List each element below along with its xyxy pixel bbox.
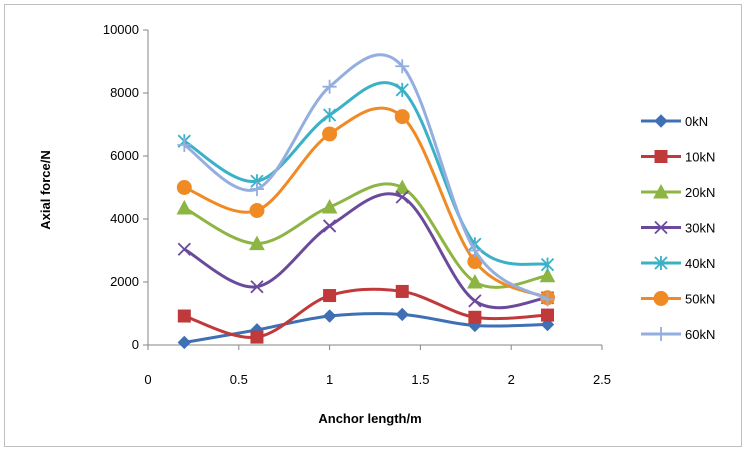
legend-item-30kn: 30kN [641, 221, 715, 236]
legend-marker [654, 150, 668, 163]
data-point-50kn [249, 202, 265, 218]
series-line-30kn [183, 192, 548, 310]
series-0kn [177, 307, 555, 350]
legend-item-40kn: 40kN [641, 256, 715, 271]
data-point-50kn [322, 126, 338, 142]
x-tick-label: 1.5 [411, 372, 429, 387]
legend-label: 0kN [685, 114, 708, 129]
legend-marker [654, 256, 668, 270]
legend-item-10kn: 10kN [641, 150, 715, 165]
legend-label: 30kN [685, 221, 715, 236]
series-line-0kn [184, 312, 548, 344]
axes: 0 2000 4000 6000 8000 10000 0 0.5 1 1.5 2 2.5 [103, 22, 611, 387]
data-point-60kn [395, 59, 410, 74]
data-point-20kn [539, 267, 556, 283]
y-tick-label: 4000 [110, 211, 139, 226]
data-point-0kn [395, 307, 409, 322]
data-point-10kn [468, 310, 482, 324]
data-point-10kn [250, 330, 264, 344]
y-tick-label: 8000 [110, 85, 139, 100]
data-point-60kn [249, 182, 264, 197]
data-point-0kn [177, 335, 192, 350]
data-point-10kn [541, 308, 555, 322]
legend-item-0kn: 0kN [641, 114, 708, 129]
y-tick-label: 0 [132, 337, 139, 352]
legend-marker [653, 291, 669, 306]
data-point-50kn [394, 109, 410, 125]
data-point-30kn [250, 280, 264, 294]
data-point-10kn [323, 289, 337, 303]
legend: 0kN 10kN 20kN 30kN 40kN 50kN 60kN [641, 114, 715, 342]
legend-item-20kn: 20kN [641, 183, 715, 200]
series-10kn [177, 284, 555, 344]
data-point-10kn [395, 284, 409, 298]
legend-label: 10kN [685, 150, 715, 165]
legend-marker [654, 220, 668, 235]
data-point-30kn [468, 294, 482, 308]
legend-label: 20kN [685, 185, 715, 200]
data-point-20kn [176, 199, 193, 215]
data-point-60kn [177, 137, 192, 152]
legend-marker [654, 327, 668, 341]
x-tick-label: 0 [144, 372, 151, 387]
data-point-20kn [249, 235, 265, 251]
x-tick-label: 0.5 [230, 372, 248, 387]
data-point-50kn [176, 180, 192, 195]
x-tick-label: 1 [326, 372, 333, 387]
x-tick-label: 2 [508, 372, 515, 387]
legend-label: 50kN [685, 292, 715, 307]
y-tick-label: 6000 [110, 148, 139, 163]
data-point-20kn [394, 179, 411, 194]
y-tick-label: 2000 [110, 274, 139, 289]
data-point-10kn [177, 309, 191, 323]
legend-marker [654, 114, 668, 128]
data-point-20kn [321, 198, 338, 214]
chart-area [4, 4, 742, 447]
data-point-30kn [177, 242, 191, 256]
legend-label: 60kN [685, 327, 715, 342]
data-point-40kn [322, 108, 337, 123]
y-axis-title: Axial force/N [38, 150, 53, 229]
data-point-0kn [322, 309, 337, 323]
data-point-60kn [540, 292, 555, 307]
series-line-40kn [183, 81, 548, 267]
series-60kn [177, 53, 555, 307]
data-point-30kn [322, 219, 337, 233]
series-20kn [176, 179, 556, 289]
legend-item-50kn: 50kN [641, 291, 715, 307]
data-point-40kn [395, 82, 409, 97]
data-point-40kn [540, 257, 555, 272]
data-point-20kn [467, 273, 483, 289]
y-tick-label: 10000 [103, 22, 139, 37]
legend-item-60kn: 60kN [641, 327, 715, 342]
data-point-30kn [395, 190, 409, 204]
series-layer [176, 53, 556, 350]
x-tick-label: 2.5 [593, 372, 611, 387]
data-point-60kn [322, 79, 337, 94]
data-point-60kn [467, 243, 482, 258]
legend-label: 40kN [685, 256, 715, 271]
x-axis-title: Anchor length/m [318, 411, 421, 426]
legend-marker [653, 183, 669, 199]
